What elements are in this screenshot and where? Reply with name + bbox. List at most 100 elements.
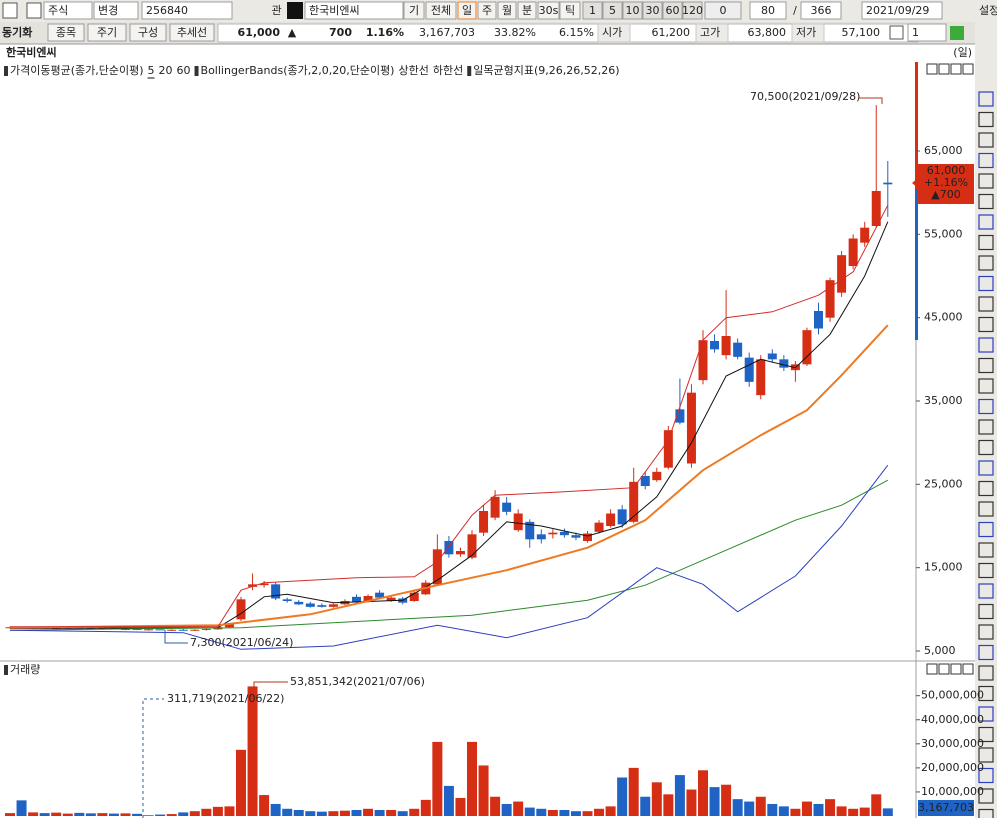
button[interactable] — [907, 23, 947, 42]
period-button[interactable]: 월 — [502, 4, 512, 17]
tool-icon[interactable] — [978, 337, 994, 353]
tool-icon[interactable] — [978, 439, 994, 456]
tool-icon[interactable] — [978, 132, 994, 148]
button[interactable] — [704, 1, 742, 20]
add-button[interactable] — [950, 26, 964, 40]
date-field[interactable]: 2021/09/29 — [866, 4, 929, 17]
tool-icon[interactable] — [978, 296, 994, 312]
tool-icon[interactable] — [978, 583, 994, 599]
tool-icon[interactable] — [978, 501, 994, 517]
period-button[interactable]: 분 — [522, 4, 532, 17]
tool-icon[interactable] — [978, 460, 994, 476]
tool-icon[interactable] — [978, 480, 994, 497]
button-label[interactable]: 0 — [720, 4, 727, 17]
period-button[interactable]: 전체 — [431, 4, 451, 17]
button[interactable] — [497, 1, 517, 20]
tool-icon[interactable] — [978, 706, 994, 722]
period-button[interactable]: 주 — [482, 4, 492, 17]
button[interactable] — [87, 23, 127, 42]
unit-button[interactable]: 120 — [682, 4, 703, 17]
button[interactable] — [861, 1, 943, 20]
tool-icon[interactable] — [978, 111, 994, 128]
button[interactable] — [517, 1, 537, 20]
button[interactable] — [642, 1, 663, 20]
period-button[interactable]: 일 — [462, 3, 472, 17]
button[interactable] — [682, 1, 703, 20]
icon[interactable] — [926, 663, 938, 675]
tool-icon[interactable] — [978, 234, 994, 251]
period-button[interactable]: 기 — [409, 4, 419, 17]
icon[interactable] — [962, 663, 974, 675]
button[interactable] — [457, 1, 477, 20]
stock-name[interactable]: 한국비엔씨 — [309, 4, 360, 17]
icon[interactable] — [950, 63, 962, 75]
unit-button[interactable]: 1 — [589, 4, 596, 17]
tool-icon[interactable] — [978, 767, 994, 784]
button[interactable] — [169, 23, 215, 42]
icon[interactable] — [938, 663, 950, 675]
icon[interactable] — [938, 63, 950, 75]
tool-icon[interactable] — [978, 378, 994, 394]
button-label[interactable]: 366 — [811, 4, 832, 17]
button[interactable] — [141, 1, 233, 20]
stock-code[interactable]: 256840 — [146, 4, 188, 17]
tool-icon[interactable] — [978, 214, 994, 230]
button[interactable] — [749, 1, 787, 20]
button[interactable] — [559, 1, 581, 20]
tool-icon[interactable] — [978, 357, 994, 374]
panel-button[interactable]: 구성 — [138, 26, 158, 39]
tool-icon[interactable] — [978, 91, 994, 107]
icon[interactable] — [287, 2, 303, 19]
checkbox[interactable] — [889, 25, 904, 40]
button[interactable] — [47, 23, 85, 42]
tool-icon[interactable] — [978, 316, 994, 333]
button[interactable] — [800, 1, 842, 20]
button[interactable] — [129, 23, 167, 42]
period-button[interactable]: 30s — [539, 4, 559, 17]
button[interactable] — [93, 1, 139, 20]
icon[interactable] — [26, 2, 42, 19]
button-label[interactable]: 관 — [271, 4, 281, 17]
tool-icon[interactable] — [978, 255, 994, 271]
button-label[interactable]: 변경 — [98, 4, 118, 17]
tool-icon[interactable] — [978, 152, 994, 169]
sync-label[interactable]: 동기화 — [2, 25, 32, 39]
panel-button[interactable]: 주기 — [97, 26, 117, 39]
button[interactable] — [267, 1, 286, 20]
button-label[interactable]: 80 — [761, 4, 775, 17]
tool-icon[interactable] — [978, 542, 994, 558]
combo[interactable]: 1 — [912, 26, 919, 39]
icon[interactable] — [962, 63, 974, 75]
button[interactable] — [582, 1, 603, 20]
tool-icon[interactable] — [978, 521, 994, 538]
tool-icon[interactable] — [978, 808, 994, 818]
panel-button[interactable]: 종목 — [56, 26, 76, 39]
panel-button[interactable]: 추세선 — [177, 26, 207, 39]
tool-icon[interactable] — [978, 562, 994, 579]
tool-icon[interactable] — [978, 644, 994, 661]
unit-button[interactable]: 5 — [609, 4, 616, 17]
icon[interactable] — [950, 663, 962, 675]
button[interactable] — [477, 1, 497, 20]
button[interactable] — [537, 1, 560, 20]
unit-button[interactable]: 10 — [626, 4, 640, 17]
tool-icon[interactable] — [978, 624, 994, 640]
tool-icon[interactable] — [978, 419, 994, 435]
button[interactable] — [403, 1, 425, 20]
tool-icon[interactable] — [978, 685, 994, 702]
settings-label[interactable]: 설정 — [979, 4, 997, 17]
button[interactable] — [304, 1, 404, 20]
tool-icon[interactable] — [978, 603, 994, 620]
icon[interactable] — [2, 2, 18, 19]
button[interactable] — [43, 1, 93, 20]
tool-icon[interactable] — [978, 173, 994, 189]
tool-icon[interactable] — [978, 398, 994, 415]
period-button[interactable]: 틱 — [565, 4, 575, 17]
button[interactable] — [622, 1, 643, 20]
tool-icon[interactable] — [978, 665, 994, 681]
button[interactable] — [662, 1, 683, 20]
unit-button[interactable]: 30 — [646, 4, 660, 17]
button-label[interactable]: 주식 — [48, 4, 68, 17]
button[interactable] — [602, 1, 623, 20]
tool-icon[interactable] — [978, 275, 994, 292]
